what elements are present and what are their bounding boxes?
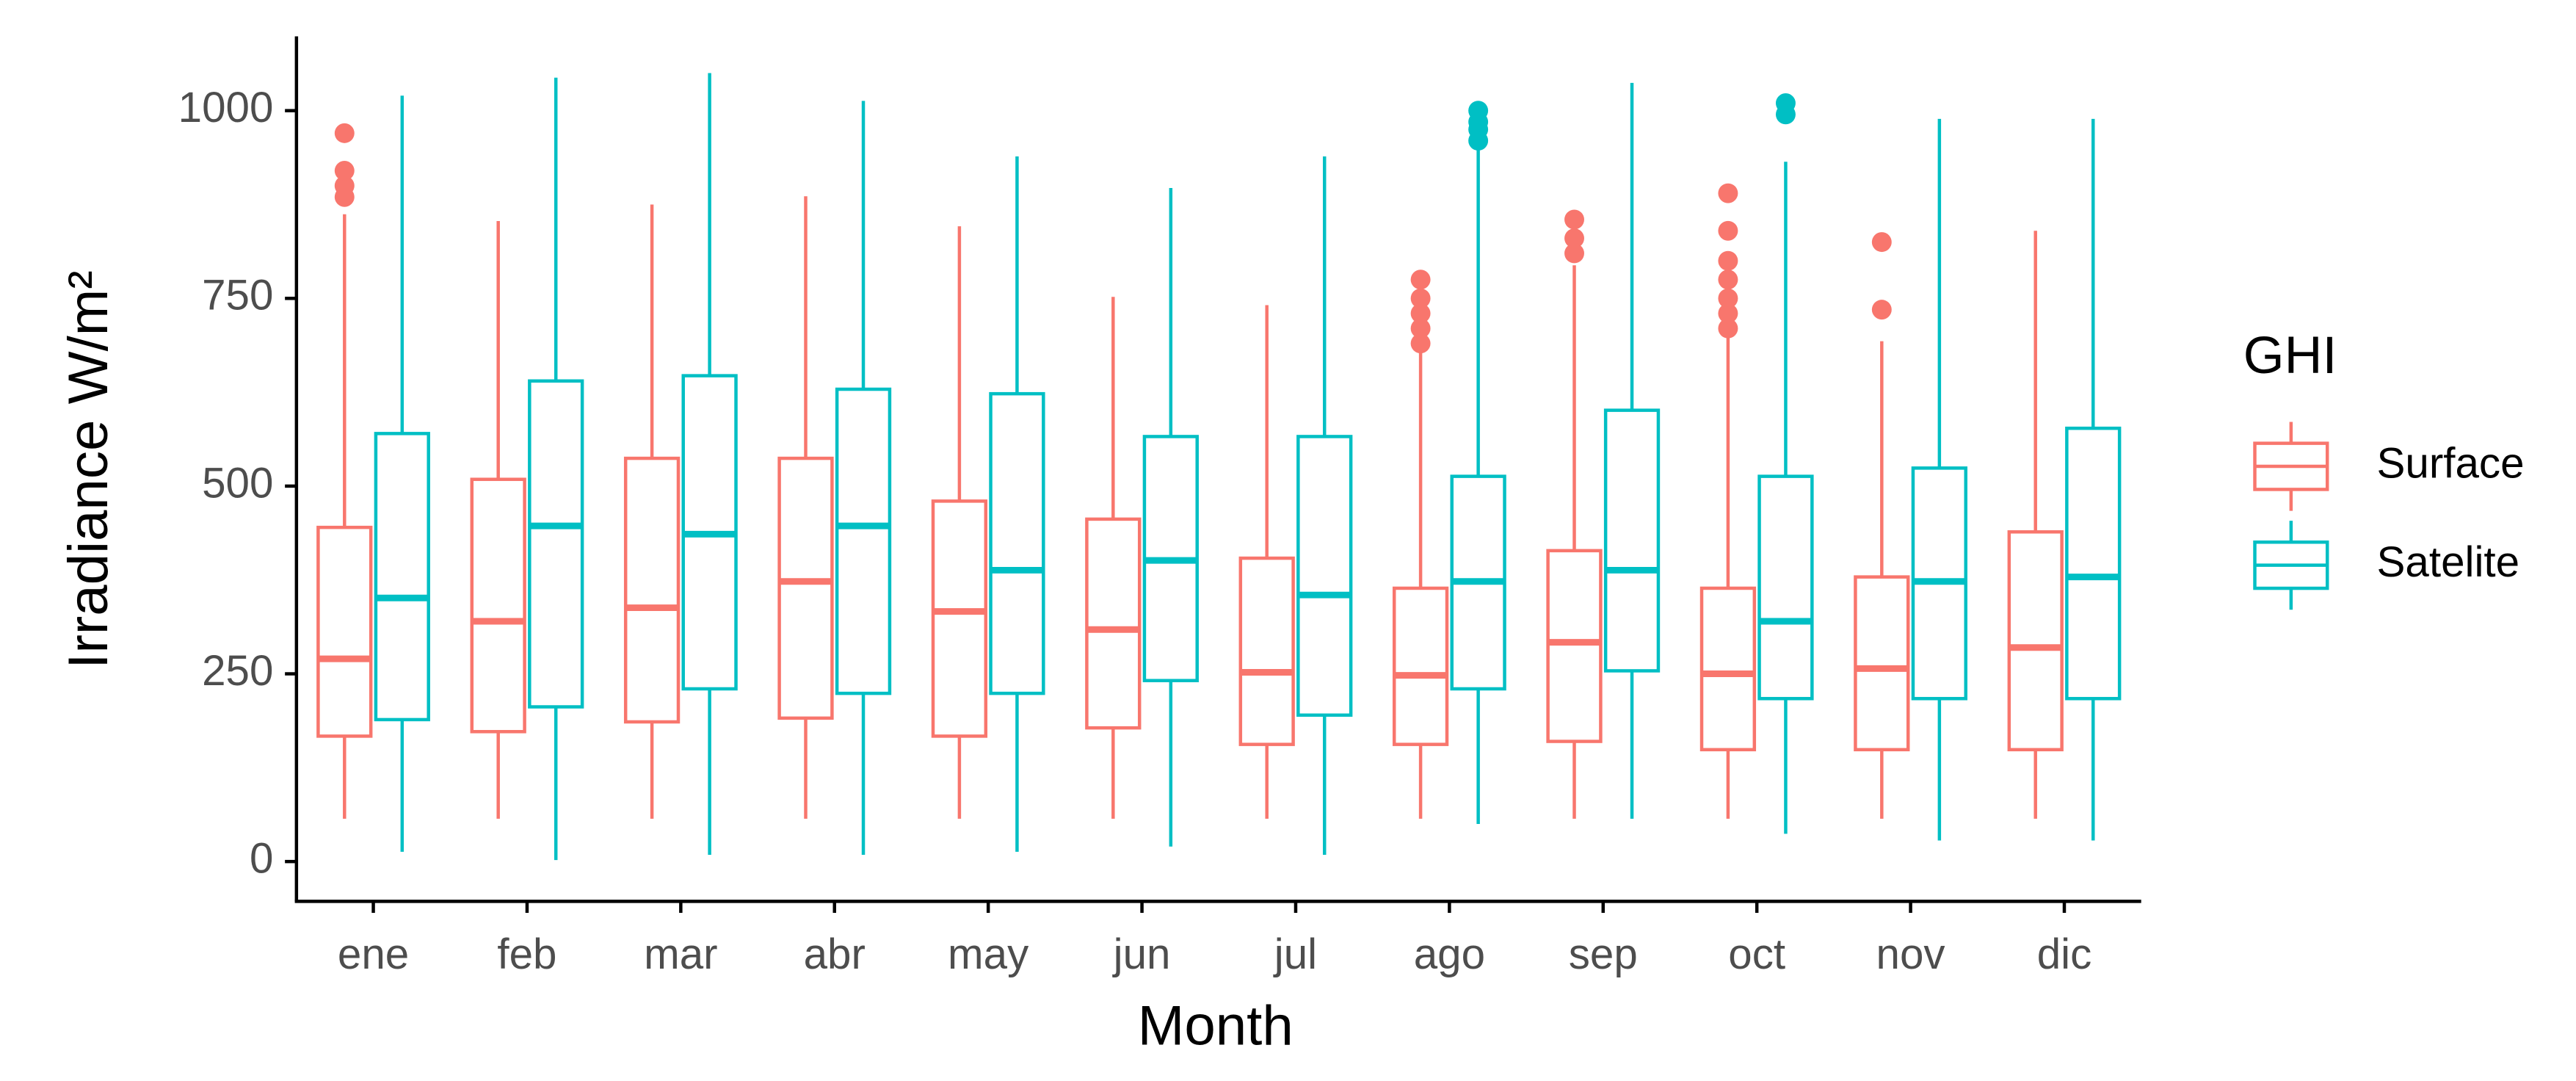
x-tick-label: nov (1876, 930, 1945, 978)
outlier (1871, 232, 1892, 253)
x-tick-label: jun (1112, 930, 1171, 978)
outlier (1410, 288, 1431, 308)
box (931, 499, 988, 738)
legend-label: Surface (2377, 439, 2525, 487)
outlier (1564, 209, 1584, 230)
box (777, 456, 834, 720)
outlier (1775, 93, 1796, 113)
outlier (1468, 101, 1489, 121)
x-tick-label: feb (497, 930, 556, 978)
box (1757, 474, 1814, 701)
x-tick-label: sep (1569, 930, 1638, 978)
box (2065, 426, 2122, 701)
box (1546, 549, 1603, 743)
box (835, 387, 892, 695)
box (623, 456, 681, 724)
legend-title: GHI (2243, 326, 2337, 385)
legend-label: Satelite (2377, 538, 2520, 586)
outlier (1410, 270, 1431, 290)
x-tick-label: jul (1273, 930, 1317, 978)
outlier (1718, 250, 1738, 271)
box (470, 477, 526, 734)
outlier (1718, 183, 1738, 203)
box (1603, 408, 1661, 673)
x-tick-label: may (948, 930, 1029, 978)
y-tick-label: 500 (202, 459, 273, 507)
y-tick-label: 250 (202, 647, 273, 695)
outlier (1718, 318, 1738, 339)
y-axis-title: Irradiance W/m² (57, 270, 120, 668)
box (2007, 530, 2064, 752)
box (1296, 435, 1353, 717)
outlier (1410, 318, 1431, 339)
box (1392, 586, 1449, 746)
outlier (1410, 303, 1431, 324)
outlier (1718, 303, 1738, 324)
outlier (1718, 288, 1738, 308)
x-tick-label: mar (644, 930, 717, 978)
outlier (1871, 300, 1892, 320)
y-tick-label: 1000 (178, 84, 274, 131)
x-tick-label: ene (338, 930, 409, 978)
x-tick-label: abr (804, 930, 866, 978)
outlier (334, 176, 355, 196)
outlier (334, 161, 355, 181)
outlier (1564, 243, 1584, 264)
box (1085, 517, 1142, 730)
x-tick-label: dic (2037, 930, 2092, 978)
box (528, 379, 584, 709)
box (374, 432, 430, 722)
box (1699, 586, 1757, 752)
outlier (1564, 228, 1584, 248)
box (989, 391, 1045, 695)
y-tick-label: 0 (250, 835, 273, 883)
x-tick-label: oct (1728, 930, 1785, 978)
outlier (334, 123, 355, 143)
box (1238, 556, 1295, 746)
outlier (1410, 333, 1431, 354)
outlier (1718, 270, 1738, 290)
x-tick-label: ago (1414, 930, 1485, 978)
box (1854, 575, 1910, 752)
y-tick-label: 750 (202, 272, 273, 319)
x-axis-title: Month (1138, 995, 1294, 1058)
outlier (1718, 220, 1738, 241)
box (316, 525, 373, 738)
